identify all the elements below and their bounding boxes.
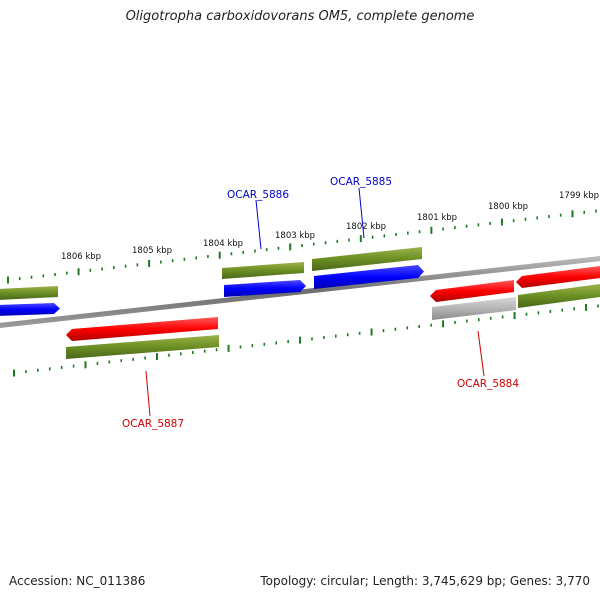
leader-line-ocar-5884 bbox=[477, 330, 485, 377]
gene-bar-gray-ocar-5884[interactable] bbox=[432, 297, 516, 320]
kbp-label-1799: 1799 kbp bbox=[559, 191, 599, 201]
gene-bar-green-ocar-5886[interactable] bbox=[222, 262, 304, 279]
gene-label-ocar-5884[interactable]: OCAR_5884 bbox=[457, 378, 519, 390]
gene-bar-green-left-upper[interactable] bbox=[0, 286, 58, 300]
gene-bar-blue-ocar-5886[interactable] bbox=[224, 280, 306, 297]
kbp-label-1800: 1800 kbp bbox=[488, 202, 528, 212]
kbp-label-1805: 1805 kbp bbox=[132, 246, 172, 256]
accession-text: Accession: NC_011386 bbox=[9, 574, 146, 588]
gene-label-ocar-5886[interactable]: OCAR_5886 bbox=[227, 189, 289, 201]
scale-ticks-lower bbox=[13, 303, 599, 377]
leader-line-ocar-5885 bbox=[358, 187, 365, 239]
leader-line-ocar-5886 bbox=[255, 199, 262, 250]
gene-bar-blue-left[interactable] bbox=[0, 303, 60, 316]
gene-features bbox=[0, 247, 600, 359]
kbp-label-1806: 1806 kbp bbox=[61, 252, 101, 262]
kbp-label-1804: 1804 kbp bbox=[203, 239, 243, 249]
gene-bar-red-ocar-5887[interactable] bbox=[66, 317, 218, 341]
genome-summary-text: Topology: circular; Length: 3,745,629 bp… bbox=[260, 574, 590, 588]
leader-line-ocar-5887 bbox=[145, 370, 151, 417]
kbp-label-1801: 1801 kbp bbox=[417, 213, 457, 223]
gene-label-ocar-5887[interactable]: OCAR_5887 bbox=[122, 418, 184, 430]
gene-bar-blue-ocar-5885[interactable] bbox=[314, 265, 424, 289]
kbp-label-1802: 1802 kbp bbox=[346, 222, 386, 232]
gene-bar-green-ocar-5887[interactable] bbox=[66, 335, 219, 359]
gene-bar-red-right[interactable] bbox=[516, 266, 600, 288]
gene-bar-red-ocar-5884[interactable] bbox=[430, 280, 514, 302]
kbp-label-1803: 1803 kbp bbox=[275, 231, 315, 241]
gene-bar-green-right-lower[interactable] bbox=[518, 284, 600, 308]
scale-ticks-upper bbox=[7, 209, 597, 284]
gene-bar-green-ocar-5885[interactable] bbox=[312, 247, 422, 271]
map-title: Oligotropha carboxidovorans OM5, complet… bbox=[125, 9, 475, 24]
gene-label-ocar-5885[interactable]: OCAR_5885 bbox=[330, 176, 392, 188]
